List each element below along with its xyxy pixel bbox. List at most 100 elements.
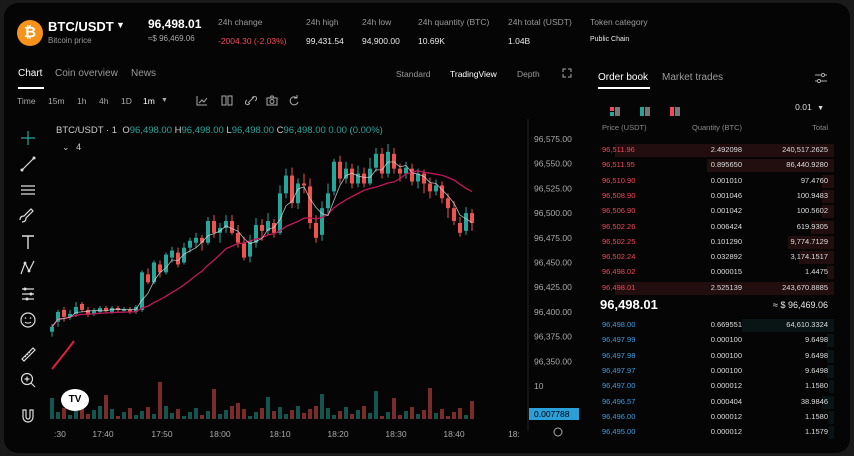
brush-icon[interactable] [16, 207, 40, 227]
price-chart[interactable]: 96,575.00 96,550.00 96,525.00 96,500.00 96,4… [40, 119, 590, 439]
horizontal-lines-icon[interactable] [16, 181, 40, 201]
depth-bar [822, 395, 834, 409]
tab-chart[interactable]: Chart [18, 68, 43, 79]
magnet-icon[interactable] [16, 407, 40, 427]
bid-quantity: 0.000100 [710, 350, 742, 360]
y-tick-label: 96,500.00 [534, 208, 572, 218]
bid-row[interactable]: 96,497.98 0.000100 9.6498 [592, 349, 850, 364]
ask-row[interactable]: 96,511.96 2.492098 240,517.2625 [592, 143, 850, 158]
bid-total: 38.9846 [800, 396, 828, 406]
bid-row[interactable]: 96,496.57 0.000404 38.9846 [592, 395, 850, 410]
volume-bar [404, 411, 408, 419]
candle-body [410, 168, 414, 182]
pattern-icon[interactable] [16, 259, 40, 279]
tab-market-trades[interactable]: Market trades [662, 72, 724, 83]
x-tick-label: 17:40 [92, 429, 114, 439]
ask-row[interactable]: 96,508.90 0.001046 100.9483 [592, 189, 850, 204]
tab-news[interactable]: News [131, 68, 157, 79]
ask-total: 1.4475 [805, 267, 828, 277]
bid-row[interactable]: 96,497.99 0.000100 9.6498 [592, 333, 850, 348]
y-tick-label: 96,375.00 [534, 332, 572, 342]
tab-depth[interactable]: Depth [517, 69, 540, 79]
axis-settings-icon[interactable] [553, 427, 563, 437]
tab-order-book[interactable]: Order book [598, 72, 649, 83]
volume-bar [392, 398, 396, 419]
ask-quantity: 0.101290 [710, 236, 742, 246]
depth-bar [827, 364, 834, 378]
compare-icon[interactable] [221, 95, 233, 108]
y-tick-label: 96,525.00 [534, 183, 572, 193]
chevron-down-icon[interactable]: ▼ [161, 97, 168, 104]
tab-standard[interactable]: Standard [396, 69, 431, 79]
indicators-toggle[interactable]: ⌄ 4 [62, 142, 81, 153]
bid-row[interactable]: 96,498.00 0.669551 64,610.3324 [592, 318, 850, 333]
bid-total: 9.6498 [805, 335, 828, 345]
crosshair-icon[interactable] [16, 129, 40, 149]
reset-icon[interactable] [288, 95, 300, 108]
ruler-icon[interactable] [16, 345, 40, 365]
bid-price: 96,497.98 [602, 350, 636, 360]
tradingview-logo[interactable]: TV [61, 389, 89, 411]
bid-row[interactable]: 96,495.00 0.000012 1.1579 [592, 425, 850, 440]
chevron-down-icon[interactable]: ▼ [116, 20, 125, 30]
tab-tradingview[interactable]: TradingView [450, 69, 497, 79]
settings-sliders-icon[interactable] [814, 71, 828, 89]
ask-row[interactable]: 96,498.01 2.525139 243,670.8885 [592, 281, 850, 296]
bid-row[interactable]: 96,497.97 0.000100 9.6498 [592, 364, 850, 379]
depth-bar [742, 319, 834, 332]
zoom-in-icon[interactable] [16, 371, 40, 391]
candle-body [266, 221, 270, 231]
interval-4h[interactable]: 4h [99, 96, 109, 106]
y-tick-label: 96,400.00 [534, 307, 572, 317]
legend-c-label: C [276, 125, 284, 136]
view-asks-icon[interactable] [670, 103, 680, 121]
tab-coin-overview[interactable]: Coin overview [55, 68, 118, 79]
candle-body [422, 173, 426, 184]
emoji-icon[interactable] [16, 311, 40, 331]
volume-bar [398, 415, 402, 419]
depth-bar [707, 159, 834, 173]
indicators-icon[interactable] [196, 95, 208, 108]
mid-price: 96,498.01 [600, 297, 658, 312]
view-bids-icon[interactable] [640, 103, 650, 121]
trend-line-icon[interactable] [16, 155, 40, 175]
candle-body [458, 222, 462, 233]
indicator-count: 4 [76, 142, 82, 152]
bid-row[interactable]: 96,496.00 0.000012 1.1580 [592, 410, 850, 425]
fast-moving-average-line [51, 161, 473, 327]
col-price: Price (USDT) [602, 123, 647, 132]
volume-bar [212, 389, 216, 419]
measure-icon[interactable] [16, 285, 40, 305]
ask-row[interactable]: 96,498.02 0.000015 1.4475 [592, 265, 850, 280]
interval-1d[interactable]: 1D [121, 96, 132, 106]
bid-total: 1.1579 [805, 427, 828, 437]
ask-row[interactable]: 96,502.24 0.032892 3,174.1517 [592, 250, 850, 265]
x-tick-label: 18:00 [209, 429, 231, 439]
candle-body [260, 224, 264, 231]
interval-1m[interactable]: 1m [143, 96, 155, 106]
pair-selector[interactable]: BTC/USDT [48, 19, 114, 34]
camera-icon[interactable] [266, 95, 278, 108]
volume-bar [50, 398, 54, 419]
view-both-icon[interactable] [610, 103, 620, 121]
ask-row[interactable]: 96,511.95 0.895650 86,440.9280 [592, 158, 850, 173]
precision-select[interactable]: 0.01 ▼ [795, 102, 824, 112]
text-tool-icon[interactable] [16, 233, 40, 253]
volume-bar [368, 413, 372, 419]
ask-row[interactable]: 96,506.90 0.001042 100.5602 [592, 204, 850, 219]
ask-row[interactable]: 96,502.26 0.006424 619.9305 [592, 220, 850, 235]
depth-bar [788, 235, 834, 249]
volume-bar [350, 414, 354, 419]
fullscreen-icon[interactable] [562, 68, 572, 81]
bid-row[interactable]: 96,497.00 0.000012 1.1580 [592, 379, 850, 394]
interval-1h[interactable]: 1h [77, 96, 87, 106]
ask-row[interactable]: 96,502.25 0.101290 9,774.7129 [592, 235, 850, 250]
bid-price: 96,497.97 [602, 365, 636, 375]
ask-row[interactable]: 96,510.90 0.001010 97.4760 [592, 174, 850, 189]
link-icon[interactable] [244, 95, 258, 108]
volume-bar [296, 406, 300, 419]
candle-body [254, 224, 258, 243]
time-button[interactable]: Time [17, 96, 36, 106]
interval-15m[interactable]: 15m [48, 96, 65, 106]
volume-bar [206, 411, 210, 419]
